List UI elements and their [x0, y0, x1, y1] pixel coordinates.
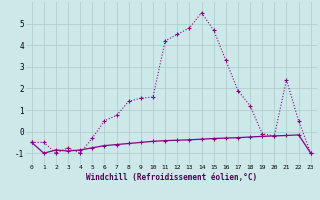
- X-axis label: Windchill (Refroidissement éolien,°C): Windchill (Refroidissement éolien,°C): [86, 173, 257, 182]
